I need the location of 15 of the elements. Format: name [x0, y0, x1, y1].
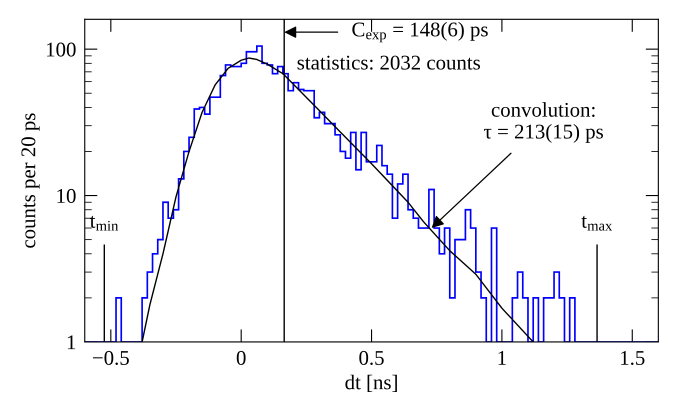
x-tick-label: 0.5 — [359, 350, 384, 366]
ref-line-label: t$_{max}$ — [581, 216, 612, 231]
annotation: statistics: 2032 counts — [298, 56, 480, 70]
y-tick-label: 1 — [68, 335, 76, 350]
x-tick-label: −0.5 — [92, 350, 129, 366]
ref-line-label: t$_{min}$ — [90, 216, 118, 231]
x-tick-label: 1 — [498, 350, 506, 365]
x-tick-label: 0 — [236, 350, 246, 365]
annotation: convolution: τ = 213(15) ps — [484, 102, 603, 143]
y-tick-label: 10 — [57, 188, 76, 203]
annotation: C$_{exp}$ = 148(6) ps — [352, 22, 488, 42]
y-axis-title: counts per 20 ps — [21, 113, 40, 248]
x-axis-title: dt [ns] — [345, 374, 397, 392]
x-tick-label: 1.5 — [621, 350, 644, 366]
y-tick-label: 100 — [47, 42, 76, 57]
